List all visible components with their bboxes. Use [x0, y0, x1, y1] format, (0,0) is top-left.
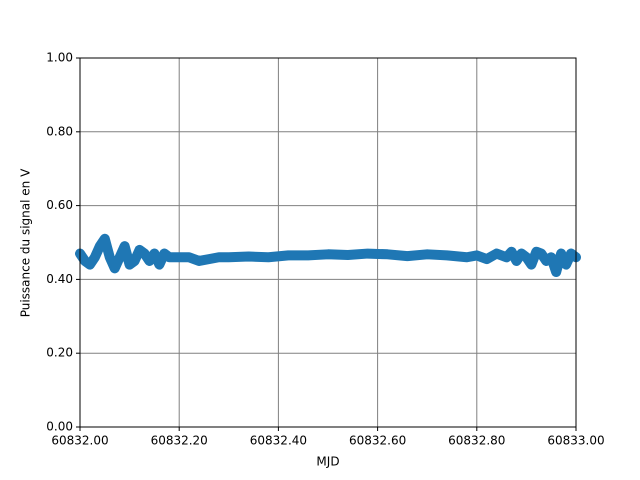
y-tick-label: 0.20	[46, 346, 73, 360]
y-tick-label: 0.40	[46, 272, 73, 286]
y-tick-label: 1.00	[46, 51, 73, 65]
x-tick-label: 60833.00	[547, 434, 604, 448]
plot-frame	[79, 57, 577, 428]
y-axis-label: Puissance du signal en V	[19, 168, 33, 317]
y-tick-label: 0.80	[46, 124, 73, 138]
x-axis-label: MJD	[316, 455, 339, 469]
x-tick-label: 60832.40	[250, 434, 307, 448]
data-line	[75, 233, 581, 278]
y-tick-label: 0.60	[46, 198, 73, 212]
x-tick-label: 60832.00	[51, 434, 108, 448]
x-tick-label: 60832.20	[151, 434, 208, 448]
y-tick-label: 0.00	[46, 420, 73, 434]
x-tick-label: 60832.80	[448, 434, 505, 448]
x-tick-label: 60832.60	[349, 434, 406, 448]
